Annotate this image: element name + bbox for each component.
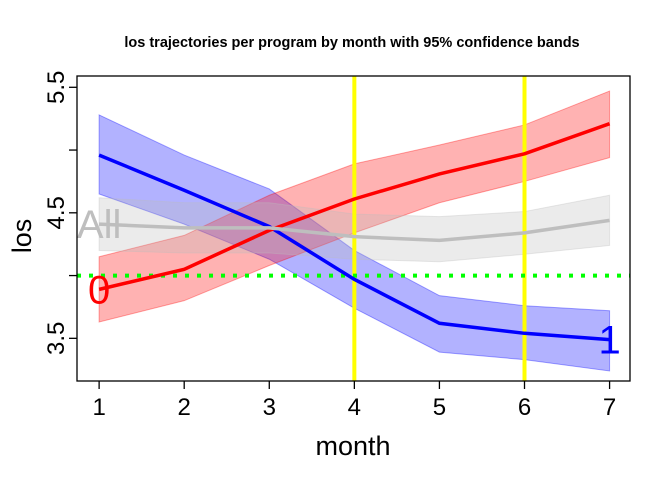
y-tick-label: 3.5 <box>43 322 70 355</box>
y-axis-label: los <box>7 219 37 254</box>
x-axis-label: month <box>315 431 390 461</box>
x-tick-label: 3 <box>263 394 276 421</box>
series-label-0: 0 <box>88 268 110 312</box>
x-tick-label: 7 <box>603 394 616 421</box>
series-label-all: All <box>77 203 121 247</box>
x-tick-label: 4 <box>348 394 361 421</box>
x-tick-label: 6 <box>518 394 531 421</box>
x-tick-label: 2 <box>178 394 191 421</box>
x-tick-label: 5 <box>433 394 446 421</box>
chart-title: los trajectories per program by month wi… <box>124 35 579 51</box>
series-label-1: 1 <box>598 319 620 363</box>
y-tick-label: 4.5 <box>43 196 70 229</box>
y-tick-label: 5.5 <box>43 71 70 104</box>
x-tick-label: 1 <box>92 394 105 421</box>
